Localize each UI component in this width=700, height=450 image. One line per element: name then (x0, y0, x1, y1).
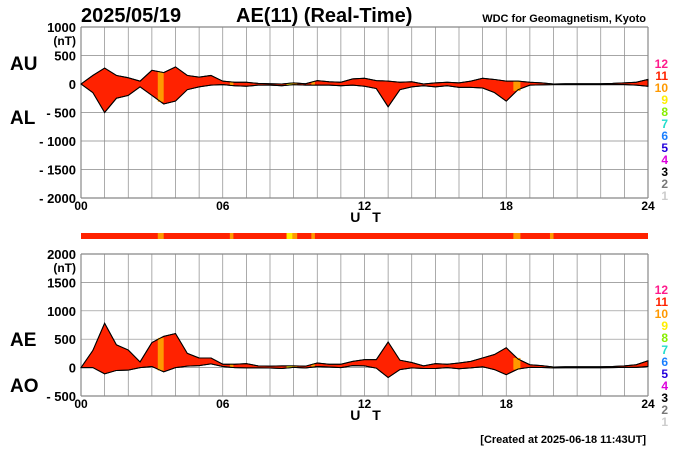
ae-label: AE (10, 330, 36, 351)
y-tick-label: 2000 (47, 247, 76, 262)
station-bar-segment (229, 233, 234, 239)
lower-series-line (80, 83, 649, 114)
y-tick-label: 1000 (47, 20, 76, 35)
y-tick-label: 500 (54, 49, 76, 64)
x-tick-label: 06 (216, 199, 230, 213)
legend-level-9: 9 (661, 93, 668, 107)
lower-series-line (81, 363, 649, 379)
legend-level-7: 7 (661, 343, 668, 357)
level-segment (157, 337, 164, 371)
level-segment (157, 72, 164, 102)
y-tick-label: 0 (69, 77, 76, 92)
legend-level-6: 6 (661, 355, 668, 369)
y-tick-label: - 2000 (39, 191, 76, 206)
station-bar-segment (292, 233, 298, 239)
y-tick-label: - 500 (46, 106, 76, 121)
legend-level-1: 1 (661, 189, 668, 203)
x-tick-label: 24 (641, 199, 655, 213)
station-bar-segment (311, 233, 315, 239)
chart-title: AE(11) (Real-Time) (236, 5, 412, 27)
ae-ao-plot: 2000 1500 1000 500 0 - 500 (nT) 00 06 12 18 24 U T (46, 247, 655, 423)
legend-level-9: 9 (661, 319, 668, 333)
y-tick-label: 1000 (47, 304, 76, 319)
level-segment (513, 81, 521, 91)
legend-level-7: 7 (661, 117, 668, 131)
legend-level-3: 3 (661, 391, 668, 405)
x-tick-label: 12 (358, 199, 372, 213)
legend-level-8: 8 (661, 331, 668, 345)
y-tick-label: 0 (69, 361, 76, 376)
level-segment (513, 357, 521, 370)
y-tick-label: - 1000 (39, 134, 76, 149)
level-segment (311, 364, 315, 368)
legend-level-12: 12 (655, 283, 669, 297)
level-segment (292, 365, 298, 368)
y-unit-label: (nT) (53, 261, 76, 275)
level-segment (286, 83, 293, 85)
legend-level-10: 10 (655, 81, 669, 95)
y-tick-label: 500 (54, 332, 76, 347)
level-segment (229, 364, 234, 368)
legend-level-3: 3 (661, 165, 668, 179)
y-tick-label: - 1500 (39, 163, 76, 178)
station-count-bar (81, 233, 648, 239)
x-axis-label: U T (350, 407, 385, 423)
upper-series-line (80, 322, 649, 368)
source-label: WDC for Geomagnetism, Kyoto (482, 13, 646, 25)
x-tick-label: 18 (500, 397, 514, 411)
legend-level-2: 2 (661, 403, 668, 417)
x-tick-label: 00 (74, 199, 88, 213)
station-bar-segment (549, 233, 554, 239)
au-al-plot: 1000 500 0 - 500 - 1000 - 1500 - 2000 (nT) 00 06 1… (39, 20, 655, 225)
level-segment (292, 82, 298, 85)
station-bar-segment (286, 233, 293, 239)
station-bar-segment (513, 233, 521, 239)
legend-level-1: 1 (661, 415, 668, 429)
y-unit-label: (nT) (53, 34, 76, 48)
legend-level-6: 6 (661, 129, 668, 143)
legend-level-12: 12 (655, 57, 669, 71)
legend-level-8: 8 (661, 105, 668, 119)
x-tick-label: 06 (216, 397, 230, 411)
legend-level-11: 11 (655, 295, 668, 309)
legend-level-4: 4 (661, 379, 668, 393)
station-bar-segment (157, 233, 164, 239)
x-tick-label: 12 (358, 397, 372, 411)
legend-level-4: 4 (661, 153, 668, 167)
ao-label: AO (10, 376, 39, 397)
x-tick-label: 18 (500, 199, 514, 213)
legend-level-2: 2 (661, 177, 668, 191)
x-tick-label: 24 (641, 397, 655, 411)
level-segment (311, 81, 315, 86)
y-tick-label: 1500 (47, 275, 76, 290)
legend-level-10: 10 (655, 307, 669, 321)
station-bar-base (81, 233, 648, 239)
legend-level-5: 5 (661, 367, 668, 381)
legend-level-5: 5 (661, 141, 668, 155)
x-axis-label: U T (350, 209, 385, 225)
al-label: AL (10, 108, 36, 129)
level-segment (229, 82, 234, 86)
y-tick-label: - 500 (46, 389, 76, 404)
upper-series-line (80, 66, 649, 85)
level-segment (286, 365, 293, 368)
legend-level-11: 11 (655, 69, 668, 83)
au-label: AU (10, 54, 37, 75)
created-timestamp: [Created at 2025-06-18 11:43UT] (480, 434, 646, 446)
x-tick-label: 00 (74, 397, 88, 411)
date-title: 2025/05/19 (81, 5, 181, 27)
